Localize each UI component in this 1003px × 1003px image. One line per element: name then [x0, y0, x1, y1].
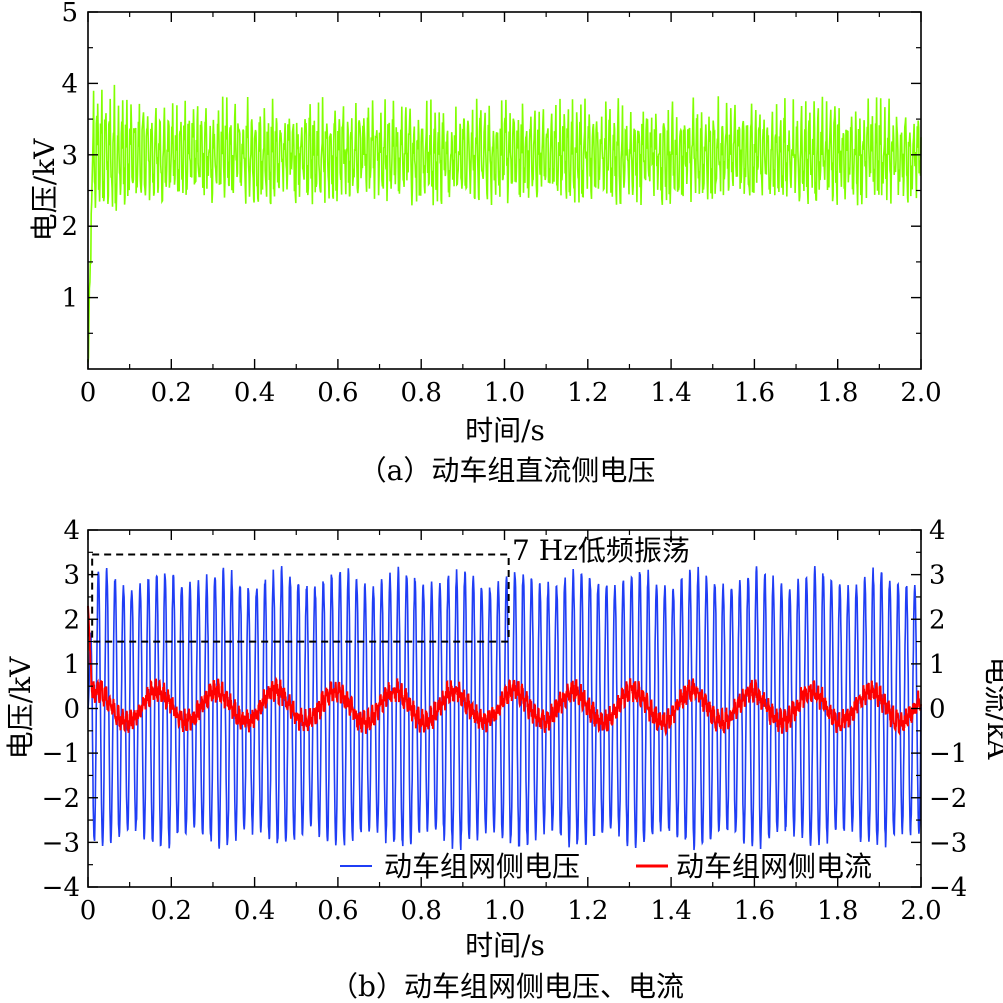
x-tick-label: 0.6	[317, 896, 358, 926]
x-tick-label: 1.2	[567, 378, 608, 408]
x-tick-label: 1.6	[734, 896, 775, 926]
x-tick-label: 2.0	[900, 378, 941, 408]
chart-b-x-axis-label: 时间/s	[465, 929, 545, 962]
y-tick-label: 3	[61, 141, 78, 171]
x-tick-label: 1.2	[567, 896, 608, 926]
x-tick-label: 1.6	[734, 378, 775, 408]
y-tick-label-right: 0	[929, 695, 946, 725]
y-tick-label-left: −4	[42, 873, 80, 903]
legend-label-voltage: 动车组网侧电压	[384, 850, 580, 883]
x-tick-label: 0	[80, 896, 97, 926]
y-tick-label-right: 4	[929, 516, 946, 546]
chart-b-caption: （b）动车组网侧电压、电流	[330, 970, 684, 1003]
y-tick-label-right: 3	[929, 561, 946, 591]
y-tick-label-left: 4	[63, 516, 80, 546]
y-tick-label-left: 2	[63, 605, 80, 635]
series-dc-voltage-line	[87, 84, 922, 363]
y-tick-label-right: −3	[929, 828, 967, 858]
chart-a-dc-voltage: 0 0.2 0.4 0.6 0.8 1.0 1.2 1.4 1.6 1.8 2.0 1 2 3 4 5 时间…	[28, 0, 942, 487]
x-tick-label: 0.2	[151, 896, 192, 926]
x-tick-label: 1.8	[817, 896, 858, 926]
chart-a-plot-area	[87, 84, 922, 363]
x-tick-label: 1.0	[484, 378, 525, 408]
x-tick-label: 1.0	[484, 896, 525, 926]
y-tick-label-left: 3	[63, 561, 80, 591]
y-tick-label-left: 1	[63, 650, 80, 680]
x-tick-label: 1.8	[817, 378, 858, 408]
annotation-dashed-box	[91, 553, 510, 643]
chart-b-right-y-axis-label: 电流/kA	[981, 657, 1003, 760]
y-tick-label: 4	[61, 69, 78, 99]
chart-a-y-axis-label: 电压/kV	[28, 138, 61, 241]
x-tick-label: 0.6	[317, 378, 358, 408]
low-frequency-oscillation-annotation: 7 Hz低频振荡	[91, 534, 690, 643]
y-tick-label-right: 2	[929, 605, 946, 635]
x-tick-label: 0.8	[401, 896, 442, 926]
y-tick-label-left: −2	[42, 784, 80, 814]
chart-a-x-ticks: 0 0.2 0.4 0.6 0.8 1.0 1.2 1.4 1.6 1.8 2.0	[80, 12, 942, 408]
y-tick-label-right: 1	[929, 650, 946, 680]
series-grid-voltage-line	[87, 566, 922, 851]
y-tick-label: 5	[61, 0, 78, 28]
chart-a-caption: （a）动车组直流侧电压	[359, 454, 656, 487]
x-tick-label: 0.4	[234, 896, 275, 926]
x-tick-label: 0	[80, 378, 97, 408]
y-tick-label-left: −3	[42, 828, 80, 858]
y-tick-label: 2	[61, 212, 78, 242]
x-tick-label: 2.0	[900, 896, 941, 926]
legend-label-current: 动车组网侧电流	[676, 850, 872, 883]
y-tick-label-right: −4	[929, 873, 967, 903]
chart-b-plot-area	[87, 566, 922, 851]
x-tick-label: 0.8	[401, 378, 442, 408]
chart-b-y-ticks-left: −4 −3 −2 −1 0 1 2 3 4	[42, 516, 98, 903]
y-tick-label-left: −1	[42, 739, 80, 769]
y-tick-label-left: 0	[63, 695, 80, 725]
chart-a-x-axis-label: 时间/s	[465, 414, 545, 447]
y-tick-label-right: −1	[929, 739, 967, 769]
x-tick-label: 1.4	[650, 378, 691, 408]
x-tick-label: 1.4	[650, 896, 691, 926]
chart-b-grid-voltage-current: 0 0.2 0.4 0.6 0.8 1.0 1.2 1.4 1.6 1.8 2.0 −4 −3 −2 −1…	[4, 516, 1003, 1003]
annotation-text: 7 Hz低频振荡	[512, 534, 690, 567]
chart-b-legend: 动车组网侧电压 动车组网侧电流	[340, 850, 872, 883]
chart-a-y-ticks: 1 2 3 4 5	[61, 0, 921, 334]
chart-b-x-ticks: 0 0.2 0.4 0.6 0.8 1.0 1.2 1.4 1.6 1.8 2.0	[80, 530, 942, 926]
chart-b-y-ticks-right: −4 −3 −2 −1 0 1 2 3 4	[911, 516, 967, 903]
x-tick-label: 0.4	[234, 378, 275, 408]
x-tick-label: 0.2	[151, 378, 192, 408]
y-tick-label-right: −2	[929, 784, 967, 814]
chart-b-left-y-axis-label: 电压/kV	[4, 656, 37, 759]
y-tick-label: 1	[61, 284, 78, 314]
series-grid-current-line	[87, 605, 922, 737]
